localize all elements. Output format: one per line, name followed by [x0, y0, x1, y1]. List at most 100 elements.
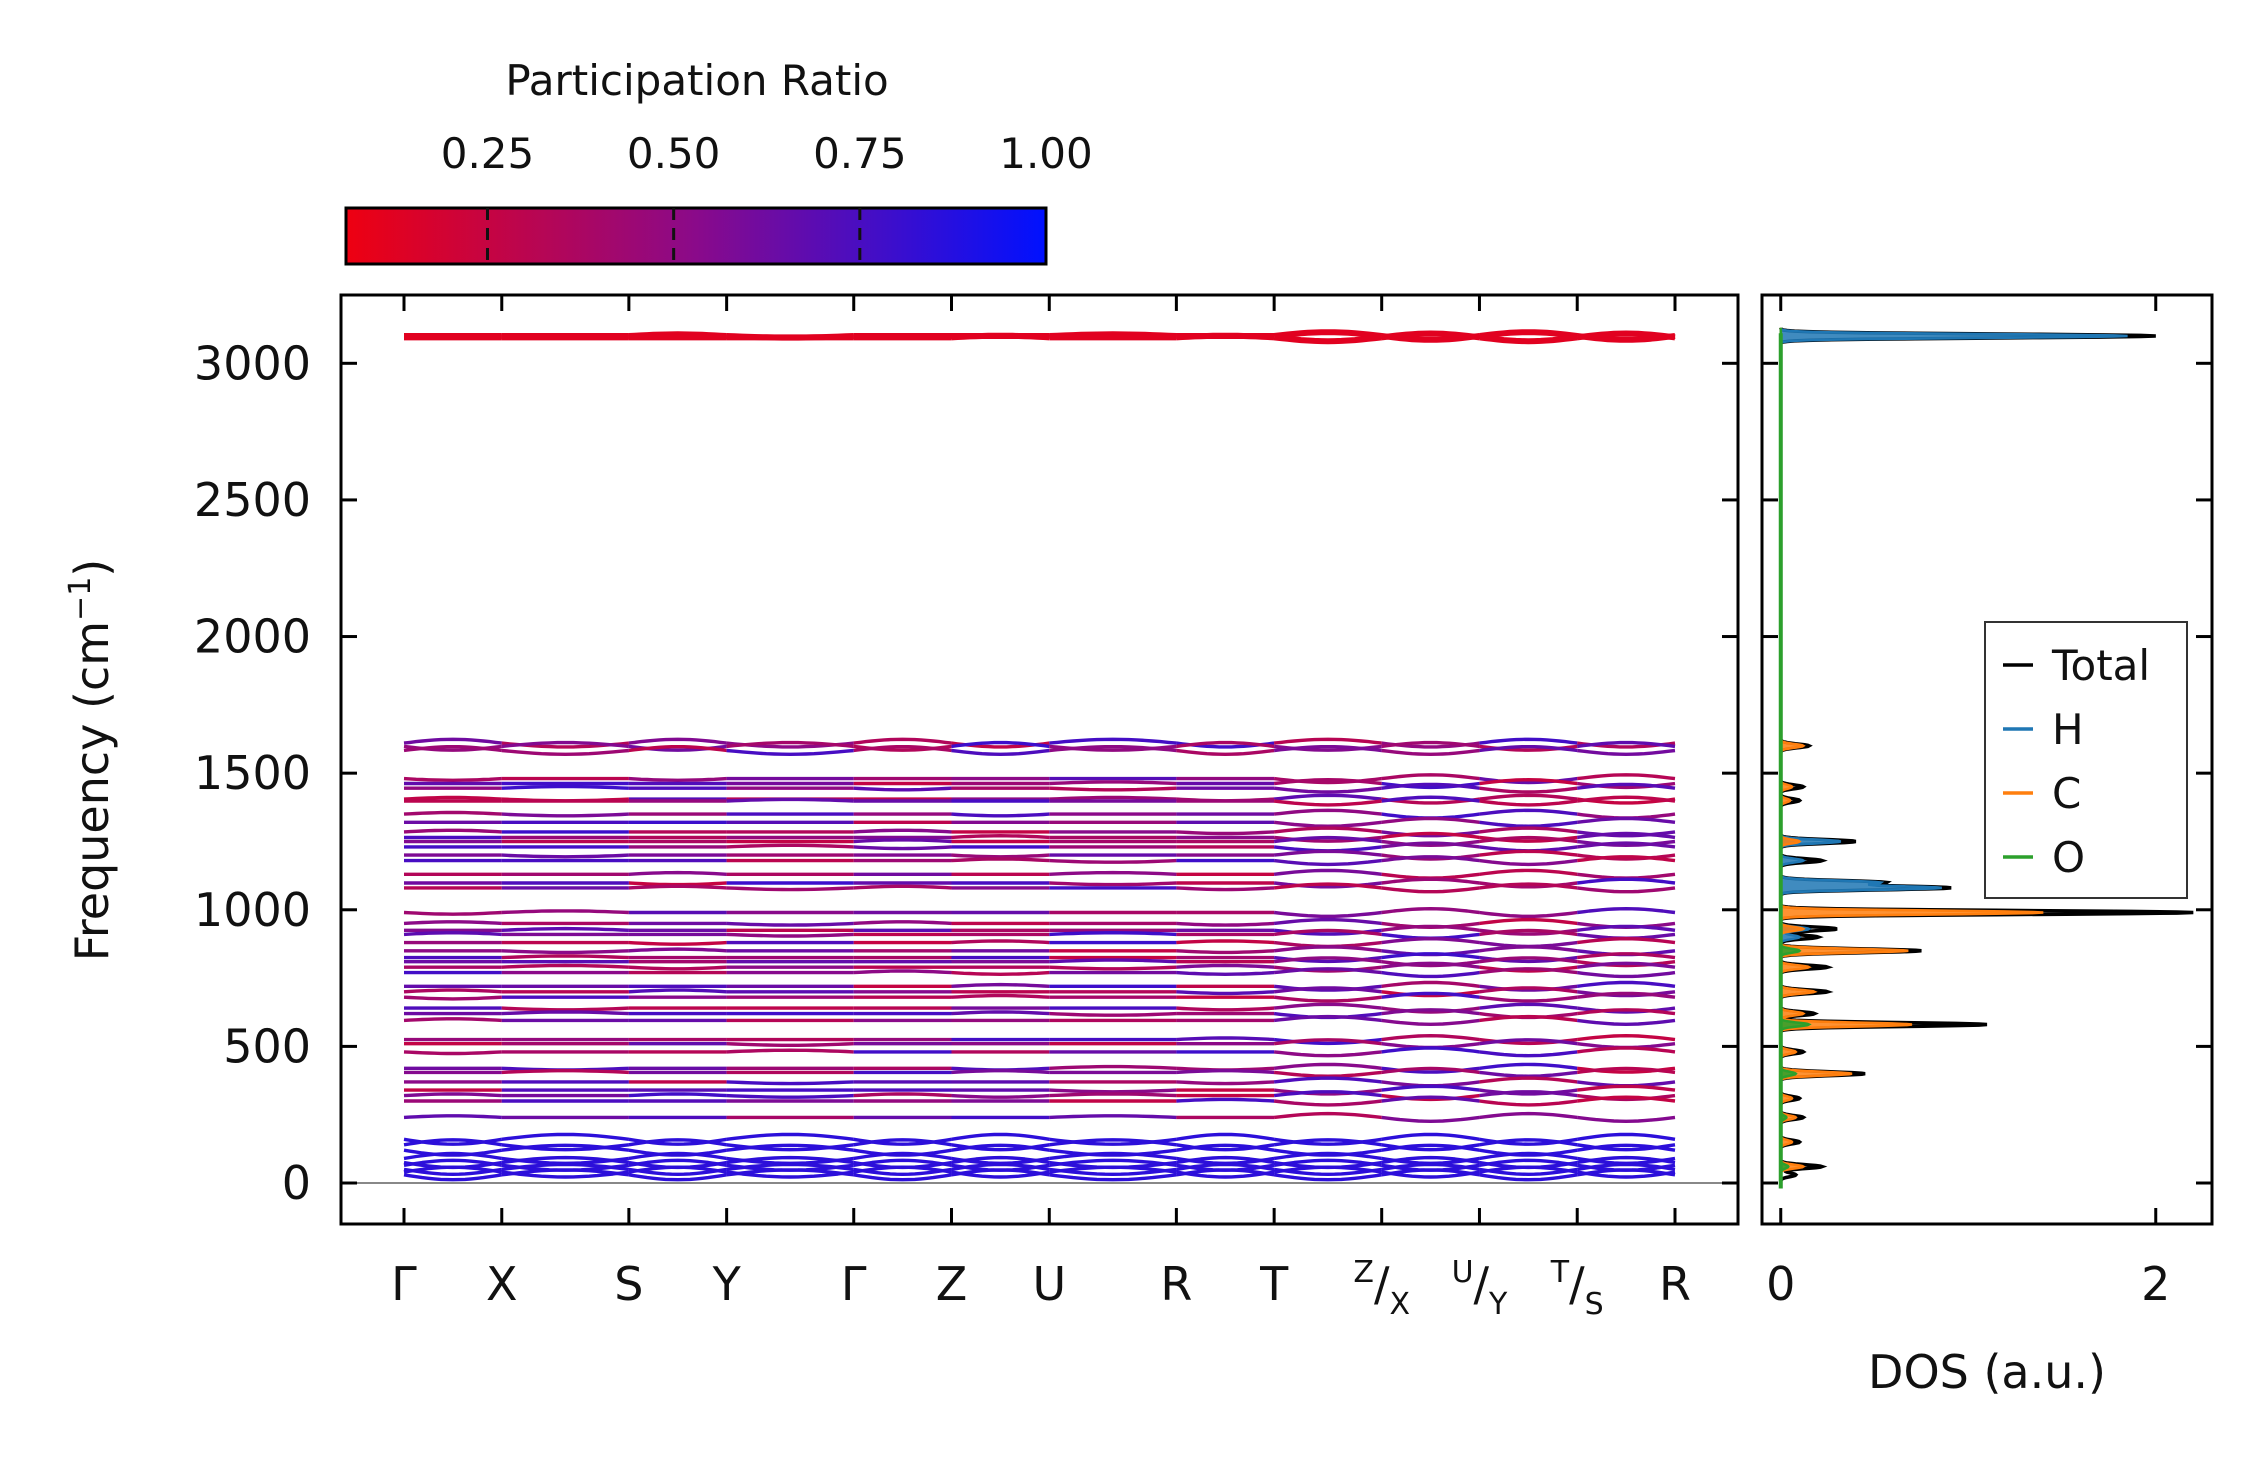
band-segment — [1176, 830, 1275, 836]
band-segment — [951, 939, 1050, 945]
band-segment — [1576, 1034, 1676, 1042]
band-segment — [1381, 980, 1480, 988]
band-segment — [726, 1132, 854, 1141]
band-segment — [1049, 958, 1177, 964]
band-segment — [501, 954, 629, 960]
band-segment — [1273, 745, 1382, 753]
band-segment — [1479, 1070, 1578, 1078]
band-segment — [403, 995, 502, 1001]
band-segment — [1273, 967, 1382, 975]
band-segment — [501, 748, 630, 756]
band-segment — [1049, 870, 1177, 876]
band-segment — [1273, 986, 1382, 994]
band-segment — [1479, 1111, 1578, 1120]
band-segment — [1273, 858, 1382, 867]
band-segment — [951, 1155, 1050, 1165]
band-segment — [1381, 907, 1480, 915]
band-segment — [1576, 937, 1676, 945]
band-segment — [1576, 1018, 1676, 1026]
band-segment — [1176, 949, 1275, 955]
band-segment — [403, 745, 503, 753]
band-segment — [1381, 1132, 1480, 1141]
band-segment — [1273, 808, 1382, 816]
kpath-label-r: R — [1160, 1257, 1192, 1311]
band-segment — [853, 828, 952, 834]
band-segment — [1479, 967, 1578, 975]
band-segment — [726, 797, 854, 803]
band-segment — [1576, 924, 1676, 932]
band-segment — [1479, 793, 1578, 801]
band-segment — [1381, 1008, 1480, 1016]
band-segment — [1176, 1168, 1275, 1177]
band-segment — [1049, 745, 1177, 753]
band-segment — [1577, 907, 1676, 915]
band-segment — [726, 1143, 854, 1152]
band-segment — [1381, 1046, 1480, 1054]
band-segment — [1576, 1162, 1676, 1172]
band-segment — [726, 1155, 854, 1165]
band-segment — [951, 740, 1050, 749]
band-segment — [1176, 1155, 1275, 1165]
y-axis-label-main: Frequency (cm — [65, 621, 119, 961]
band-segment — [1176, 886, 1275, 892]
band-segment — [1479, 956, 1578, 964]
band-segment — [628, 940, 727, 946]
band-segment — [1381, 961, 1480, 969]
band-segment — [628, 1138, 727, 1147]
kpath-label-z: Z — [936, 1257, 968, 1311]
band-segment — [501, 1155, 630, 1165]
band-segment — [403, 828, 502, 834]
band-segment — [1479, 1038, 1578, 1046]
band-segment — [1273, 826, 1382, 834]
band-segment — [1479, 1151, 1578, 1161]
band-segment — [853, 1138, 952, 1147]
colorbar-tick-label: 0.50 — [627, 129, 721, 178]
band-segment — [1577, 855, 1676, 863]
kpath-label-pre: Z — [1353, 1255, 1374, 1290]
band-segment — [1049, 1114, 1177, 1120]
dos-x-label: DOS (a.u.) — [1868, 1345, 2106, 1399]
band-segment — [1273, 1070, 1382, 1078]
band-segment — [628, 884, 727, 890]
band-segment — [1576, 1155, 1676, 1165]
band-segment — [403, 988, 502, 994]
band-segment — [1381, 886, 1480, 894]
kpath-label-s: S — [614, 1257, 643, 1311]
band-segment — [853, 845, 952, 851]
band-segment — [1479, 1138, 1578, 1147]
band-segment — [1273, 1165, 1382, 1174]
legend-label-h: H — [2052, 705, 2084, 754]
y-tick-label: 1500 — [194, 746, 311, 800]
band-segment — [403, 1158, 503, 1167]
band-segment — [1049, 1088, 1177, 1094]
band-segment — [1479, 1090, 1578, 1098]
band-segment — [403, 920, 502, 926]
band-segment — [726, 1048, 854, 1054]
band-segment — [1273, 793, 1382, 801]
band-segment — [501, 784, 629, 790]
y-tick-label: 2500 — [194, 473, 311, 527]
band-segment — [1479, 868, 1578, 876]
band-segment — [1577, 1095, 1676, 1103]
colorbar: Participation Ratio 0.25 0.50 0.75 1.00 — [344, 56, 1093, 266]
band-segment — [1479, 1173, 1578, 1182]
band-segment — [1479, 910, 1578, 918]
band-segment — [1049, 1064, 1177, 1070]
legend-label-o: O — [2052, 833, 2085, 882]
colorbar-tick-label: 0.75 — [813, 129, 907, 178]
band-segment — [951, 982, 1050, 988]
band-segment — [1479, 849, 1578, 857]
band-segment — [1273, 1167, 1382, 1176]
band-segment — [853, 1167, 952, 1176]
band-segment — [726, 1093, 854, 1099]
band-segment — [1479, 1062, 1578, 1070]
band-segment — [1381, 831, 1480, 840]
band-segment — [628, 965, 727, 971]
dos-x-tick-label: 2 — [2141, 1257, 2170, 1311]
band-segment — [1381, 952, 1480, 960]
band-segment — [1479, 745, 1578, 753]
band-segment — [403, 1173, 503, 1182]
band-segment — [1049, 780, 1177, 786]
band-segment — [1576, 952, 1676, 960]
